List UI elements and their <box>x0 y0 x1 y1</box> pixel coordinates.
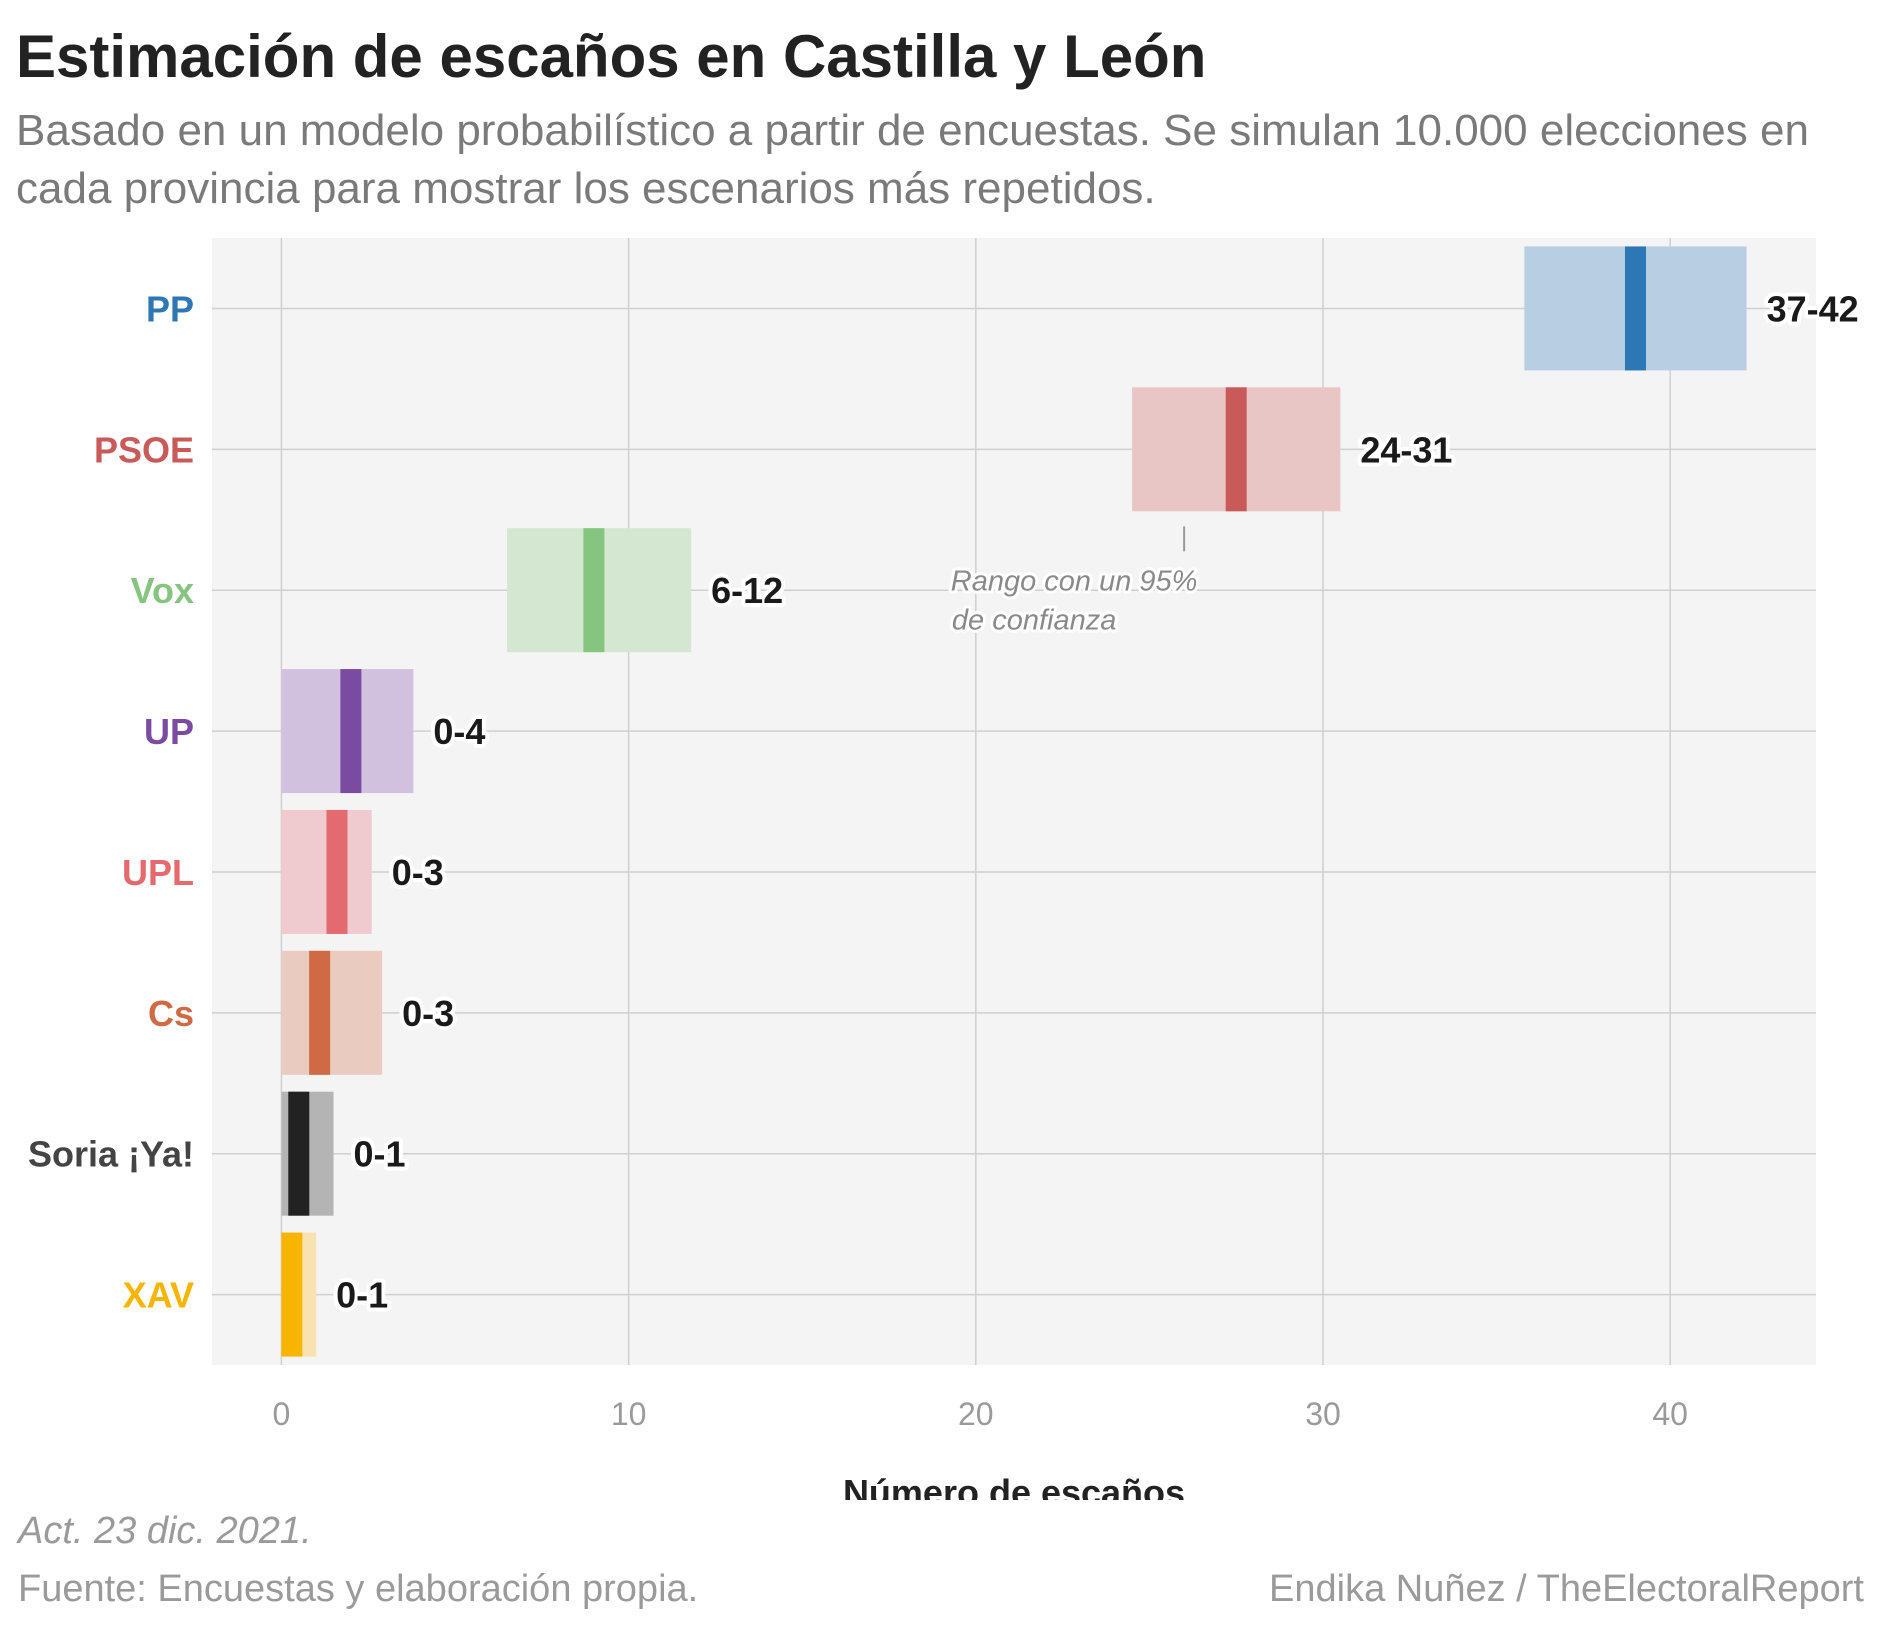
median-marker <box>1225 387 1247 512</box>
confidence-range-bar <box>281 950 383 1075</box>
party-label: Soria ¡Ya! <box>28 1134 194 1175</box>
source-note: Fuente: Encuestas y elaboración propia. <box>18 1568 699 1610</box>
party-label: UPL <box>122 852 194 893</box>
median-marker <box>583 528 605 653</box>
x-axis-ticks: 0 10 20 30 40 <box>273 1396 1688 1432</box>
grid <box>212 238 1816 1365</box>
confidence-annotation: Rango con un 95% de confianza <box>948 526 1200 639</box>
median-marker <box>288 1091 310 1216</box>
chart-subtitle: Basado en un modelo probabilístico a par… <box>16 106 1809 213</box>
party-label: XAV <box>123 1275 194 1316</box>
party-row: Cs 0-3 <box>148 950 458 1075</box>
median-marker <box>309 950 331 1075</box>
range-label: 0-1 <box>336 1275 388 1316</box>
x-tick-label: 40 <box>1652 1396 1688 1432</box>
bars: PP 37-42 PSOE 24-31 Vox 6-12 UP 0-4 UPL 0-3 Cs 0-3 S… <box>28 246 1863 1357</box>
seat-estimate-chart: PP 37-42 PSOE 24-31 Vox 6-12 UP 0-4 UPL 0-3 Cs 0-3 S… <box>27 238 1863 1500</box>
range-label: 0-3 <box>392 852 444 893</box>
annotation-text-line-1: Rango con un 95% <box>951 565 1198 597</box>
median-marker <box>281 1232 303 1357</box>
update-date: Act. 23 dic. 2021. <box>18 1510 312 1552</box>
annotation-text-line-2: de confianza <box>952 604 1116 636</box>
author-credit: Endika Nuñez / TheElectoralReport <box>1269 1568 1864 1610</box>
party-label: PP <box>146 288 194 329</box>
range-label: 37-42 <box>1767 288 1859 329</box>
x-tick-label: 30 <box>1305 1396 1341 1432</box>
median-marker <box>340 669 362 794</box>
party-label: PSOE <box>94 429 194 470</box>
party-row: PP 37-42 <box>146 246 1863 371</box>
party-label: Cs <box>148 993 194 1034</box>
range-label: 6-12 <box>711 570 783 611</box>
x-tick-label: 0 <box>273 1396 291 1432</box>
range-label: 24-31 <box>1360 429 1452 470</box>
x-tick-label: 10 <box>611 1396 647 1432</box>
x-axis-title: Número de escaños <box>843 1472 1185 1500</box>
median-marker <box>326 809 348 934</box>
party-row: UPL 0-3 <box>122 809 448 934</box>
party-label: UP <box>144 711 194 752</box>
range-label: 0-3 <box>402 993 454 1034</box>
median-marker <box>1624 246 1646 371</box>
party-row: XAV 0-1 <box>123 1232 392 1357</box>
plot-background <box>212 238 1816 1365</box>
party-label: Vox <box>131 570 194 611</box>
party-row: UP 0-4 <box>144 669 489 794</box>
range-label: 0-1 <box>354 1134 406 1175</box>
party-row: Vox 6-12 <box>131 528 787 653</box>
party-row: Soria ¡Ya! 0-1 <box>28 1091 410 1216</box>
x-tick-label: 20 <box>958 1396 994 1432</box>
range-label: 0-4 <box>433 711 485 752</box>
chart-title: Estimación de escaños en Castilla y León <box>16 23 1207 90</box>
party-row: PSOE 24-31 <box>94 387 1456 512</box>
